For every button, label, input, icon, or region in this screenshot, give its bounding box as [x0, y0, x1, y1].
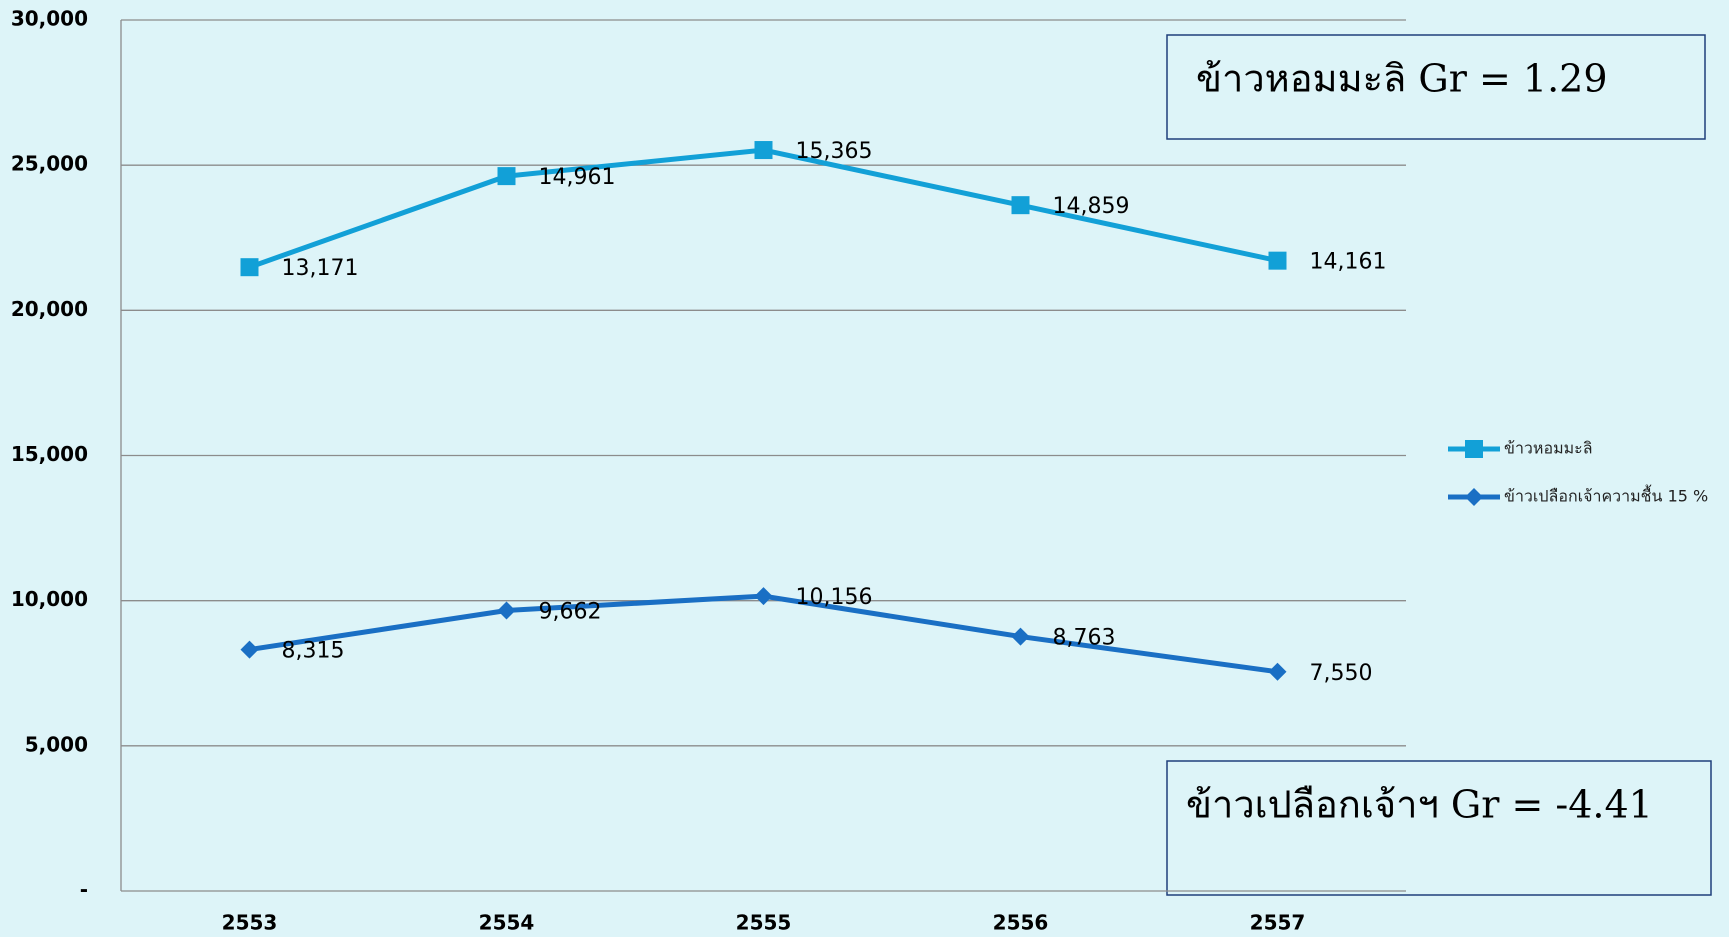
- y-tick-label: 20,000: [11, 297, 88, 321]
- marker: [240, 258, 259, 277]
- y-tick-label: 10,000: [11, 587, 88, 611]
- marker: [497, 601, 516, 620]
- annotation: ข้าวหอมมะลิ Gr = 1.29: [1196, 57, 1608, 101]
- data-label: 7,550: [1310, 661, 1373, 686]
- data-label: 9,662: [539, 599, 602, 624]
- marker: [1011, 627, 1030, 646]
- marker: [497, 167, 516, 186]
- x-tick-label: 2555: [736, 911, 792, 935]
- legend-marker: [1465, 440, 1483, 458]
- legend-label: ข้าวเปลือกเจ้าความชื้น 15 %: [1504, 485, 1708, 506]
- marker: [240, 640, 259, 659]
- data-label: 8,763: [1053, 626, 1116, 651]
- data-label: 15,365: [796, 139, 873, 164]
- data-label: 14,161: [1310, 250, 1387, 275]
- marker: [1268, 251, 1287, 270]
- annotation-box: [1166, 760, 1712, 896]
- data-label: 10,156: [796, 585, 873, 610]
- annotation: ข้าวเปลือกเจ้าฯ Gr = -4.41: [1186, 783, 1653, 827]
- data-label: 13,171: [282, 256, 359, 281]
- y-tick-label: 30,000: [11, 7, 88, 31]
- data-label: 14,961: [539, 165, 616, 190]
- annotation-box: [1166, 34, 1706, 140]
- data-label: 14,859: [1053, 194, 1130, 219]
- x-tick-label: 2557: [1250, 911, 1306, 935]
- marker: [754, 587, 773, 606]
- marker: [1011, 196, 1030, 215]
- data-label: 8,315: [282, 639, 345, 664]
- y-tick-label: -: [80, 878, 88, 902]
- x-tick-label: 2556: [993, 911, 1049, 935]
- marker: [754, 141, 773, 160]
- x-tick-label: 2553: [222, 911, 278, 935]
- legend-label: ข้าวหอมมะลิ: [1504, 439, 1593, 458]
- marker: [1268, 662, 1287, 681]
- y-tick-label: 15,000: [11, 442, 88, 466]
- legend-marker: [1465, 488, 1483, 506]
- y-tick-label: 25,000: [11, 152, 88, 176]
- x-tick-label: 2554: [479, 911, 535, 935]
- y-tick-label: 5,000: [25, 732, 88, 756]
